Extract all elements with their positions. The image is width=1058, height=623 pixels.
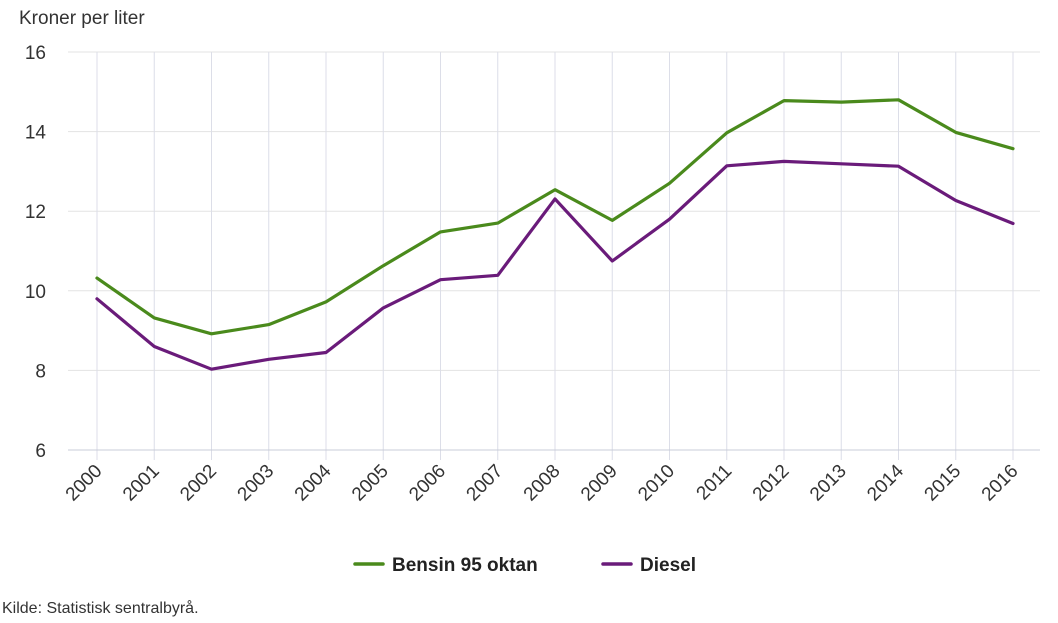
x-tick-label: 2012	[749, 461, 794, 506]
legend-label: Diesel	[640, 555, 696, 576]
y-axis-ticks: 6 8 10 12 14 16	[25, 43, 47, 462]
source-note: Kilde: Statistisk sentralbyrå.	[2, 599, 199, 617]
x-tick-label: 2015	[921, 461, 966, 506]
x-tick-label: 2016	[978, 461, 1023, 506]
y-tick-label: 16	[25, 43, 46, 64]
y-tick-label: 10	[25, 282, 46, 303]
grid	[68, 51, 1040, 460]
y-tick-label: 12	[25, 202, 46, 223]
y-axis-label: Kroner per liter	[19, 8, 145, 29]
x-tick-label: 2010	[634, 461, 679, 506]
x-tick-label: 2014	[863, 460, 908, 505]
x-tick-label: 2003	[234, 461, 279, 506]
x-tick-label: 2008	[520, 461, 565, 506]
series-lines	[95, 98, 1015, 371]
legend-item: Bensin 95 oktan	[353, 555, 538, 576]
series-line-bensin-95-oktan	[95, 98, 1015, 336]
y-tick-label: 14	[25, 123, 47, 144]
x-tick-label: 2001	[119, 461, 164, 506]
x-tick-label: 2006	[405, 461, 450, 506]
x-tick-label: 2007	[463, 461, 508, 506]
x-tick-label: 2002	[176, 461, 221, 506]
series-line-diesel	[95, 159, 1015, 371]
legend-label: Bensin 95 oktan	[392, 555, 538, 576]
x-tick-label: 2011	[693, 461, 737, 505]
legend-item: Diesel	[601, 555, 696, 576]
x-tick-label: 2000	[62, 461, 107, 506]
x-tick-label: 2013	[806, 461, 851, 506]
y-tick-label: 8	[35, 361, 46, 382]
x-tick-label: 2004	[291, 460, 336, 505]
x-axis-ticks: 2000 2001 2002 2003 2004 2005 2006 2007 2008 2009…	[62, 460, 1023, 505]
legend: Bensin 95 oktan Diesel	[353, 555, 696, 576]
y-tick-label: 6	[35, 441, 46, 462]
x-tick-label: 2005	[348, 461, 393, 506]
x-tick-label: 2009	[577, 461, 622, 506]
